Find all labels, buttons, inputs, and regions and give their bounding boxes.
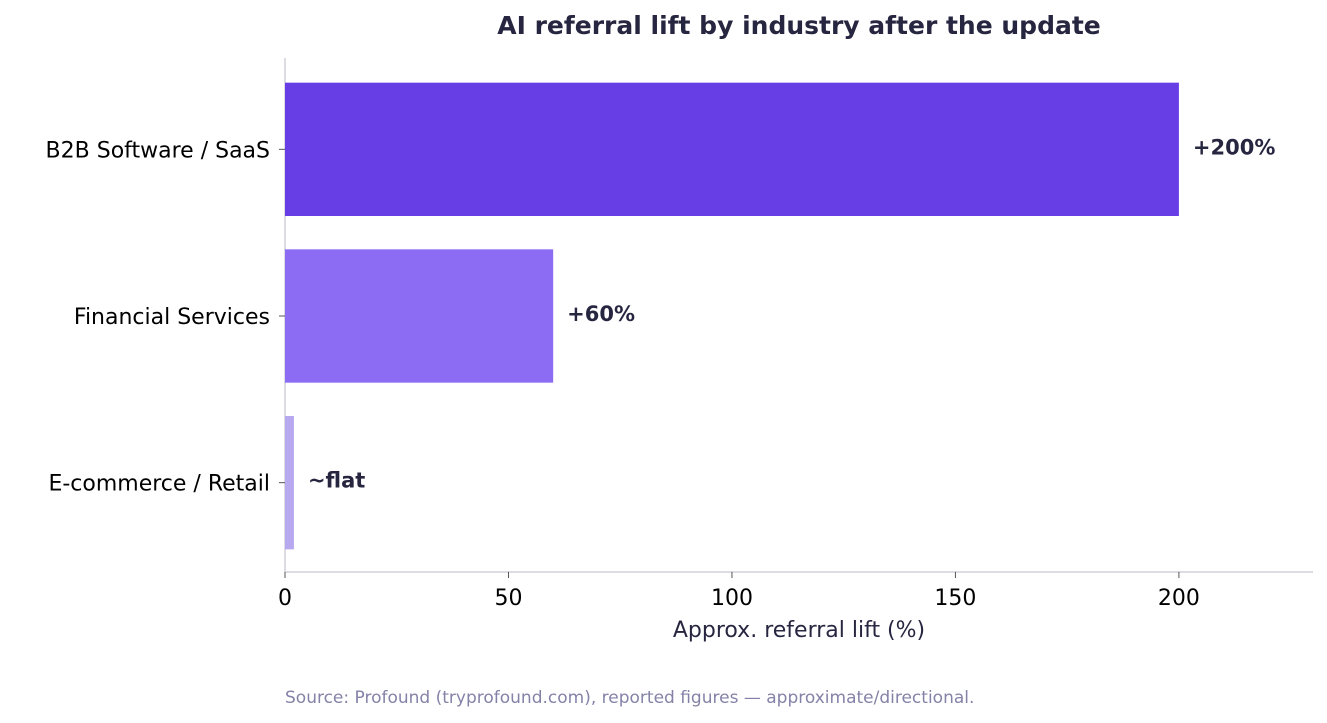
value-label: +60% [567,302,635,326]
value-label: ~flat [308,469,365,493]
x-axis-label: Approx. referral lift (%) [673,618,925,643]
x-tick-label: 150 [934,586,976,611]
bar [285,249,554,383]
y-tick-label: Financial Services [74,305,270,330]
value-label: +200% [1193,135,1275,159]
source-note: Source: Profound (tryprofound.com), repo… [285,688,974,708]
bar [285,82,1179,217]
x-tick-label: 200 [1158,586,1200,611]
x-tick-label: 100 [711,586,753,611]
chart-title: AI referral lift by industry after the u… [497,11,1101,40]
y-tick-label: E-commerce / Retail [48,472,270,497]
x-tick-label: 0 [278,586,292,611]
y-tick-label: B2B Software / SaaS [46,138,270,163]
bar [285,416,294,550]
x-tick-label: 50 [494,586,522,611]
